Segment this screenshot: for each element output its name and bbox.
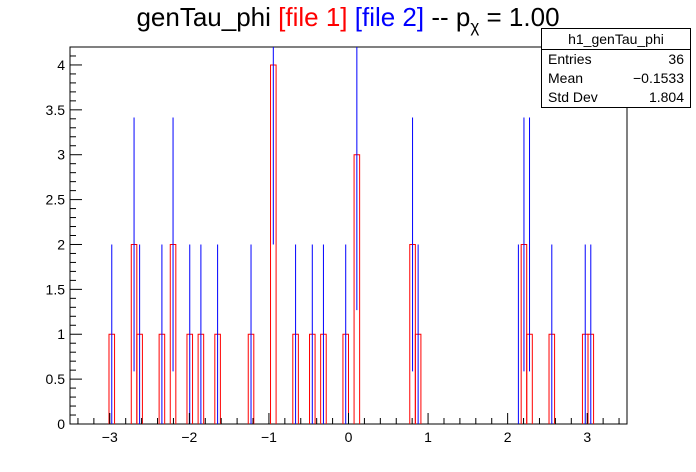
stats-label: Entries bbox=[548, 51, 592, 67]
stats-value: 1.804 bbox=[648, 89, 684, 105]
stats-label: Mean bbox=[548, 70, 584, 86]
x-tick-label: 0 bbox=[345, 429, 353, 445]
stats-box-title: h1_genTau_phi bbox=[542, 29, 690, 50]
stats-label: Std Dev bbox=[548, 89, 598, 105]
x-tick-label: 3 bbox=[583, 429, 591, 445]
y-tick-label: 3.5 bbox=[46, 102, 66, 118]
title-suffix-post: = 1.00 bbox=[479, 2, 560, 32]
stats-row-mean: Mean −0.1533 bbox=[542, 69, 690, 88]
x-tick-label: −3 bbox=[102, 429, 118, 445]
y-tick-label: 0.5 bbox=[46, 371, 66, 387]
y-tick-label: 2 bbox=[57, 236, 65, 252]
stats-value: 36 bbox=[668, 51, 684, 67]
title-file1: [file 1] bbox=[278, 2, 348, 32]
y-tick-label: 4 bbox=[57, 57, 65, 73]
title-suffix-pre: -- p bbox=[424, 2, 471, 32]
y-tick-label: 2.5 bbox=[46, 192, 66, 208]
x-tick-label: 2 bbox=[504, 429, 512, 445]
title-prefix: genTau_phi bbox=[136, 2, 279, 32]
x-tick-label: −1 bbox=[261, 429, 277, 445]
stats-row-entries: Entries 36 bbox=[542, 50, 690, 69]
title-file2: [file 2] bbox=[354, 2, 425, 32]
y-tick-label: 1.5 bbox=[46, 281, 66, 297]
y-tick-label: 0 bbox=[57, 416, 65, 432]
x-tick-label: 1 bbox=[424, 429, 432, 445]
chart-title: genTau_phi [file 1] [file 2] -- pχ = 1.0… bbox=[0, 2, 696, 37]
x-tick-label: −2 bbox=[181, 429, 197, 445]
stats-value: −0.1533 bbox=[633, 70, 684, 86]
y-tick-label: 3 bbox=[57, 147, 65, 163]
title-subscript: χ bbox=[470, 17, 480, 36]
y-tick-label: 1 bbox=[57, 326, 65, 342]
stats-row-stddev: Std Dev 1.804 bbox=[542, 88, 690, 107]
stats-box: h1_genTau_phi Entries 36 Mean −0.1533 St… bbox=[541, 28, 691, 108]
